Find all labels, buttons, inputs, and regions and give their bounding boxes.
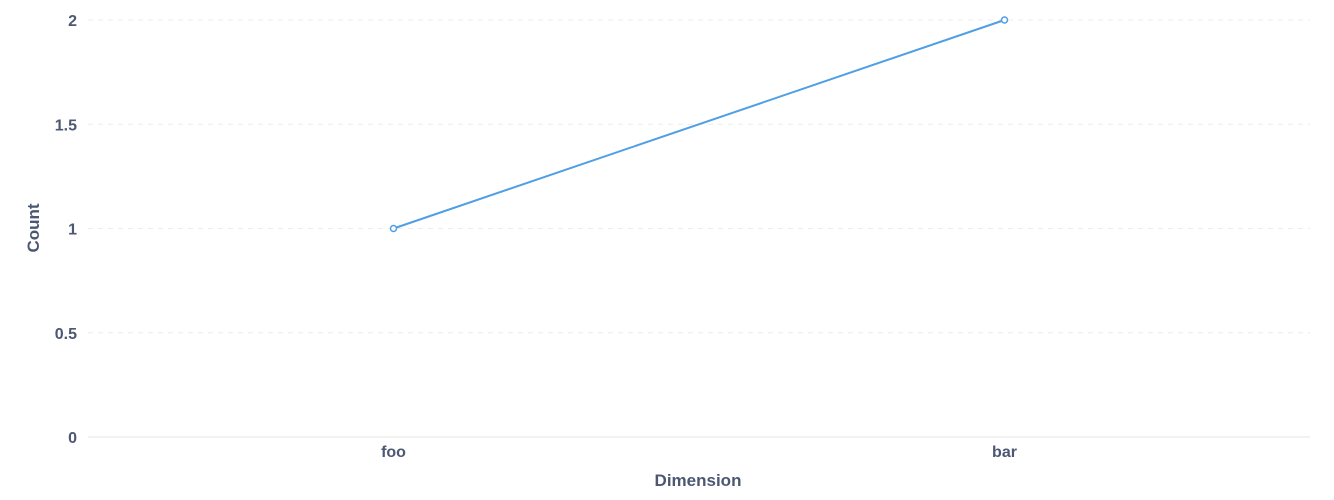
data-point [1000, 16, 1009, 24]
x-tick-label: bar [992, 444, 1017, 461]
y-tick-label: 1.5 [55, 117, 77, 134]
x-axis-ticks: foo bar [381, 444, 1017, 461]
series-layer [389, 16, 1009, 233]
x-axis-title: Dimension [655, 471, 742, 490]
y-tick-label: 0.5 [55, 326, 77, 343]
gridlines [88, 19, 1310, 438]
data-point [389, 224, 398, 233]
y-tick-label: 0 [68, 430, 77, 447]
y-tick-label: 2 [68, 13, 77, 30]
series-line [393, 19, 1005, 230]
y-axis-ticks: 0 0.5 1 1.5 2 [55, 13, 77, 447]
x-tick-label: foo [381, 444, 406, 461]
y-axis-title: Count [24, 203, 43, 252]
y-tick-label: 1 [68, 222, 77, 239]
